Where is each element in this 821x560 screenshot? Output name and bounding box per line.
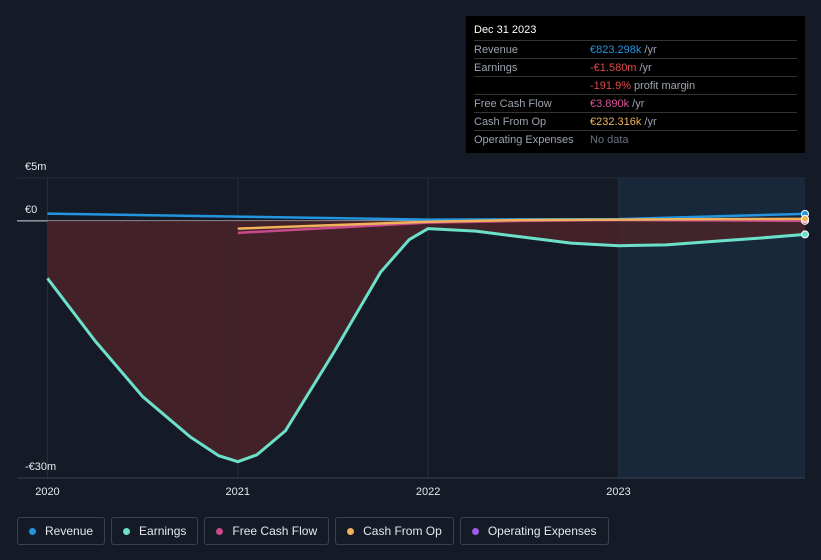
tooltip-value: -€1.580m (590, 61, 637, 74)
legend-label: Free Cash Flow (232, 524, 318, 538)
legend-dot (471, 527, 479, 535)
legend-label: Revenue (45, 524, 94, 538)
tooltip-rows: Revenue €823.298k/yr Earnings -€1.580m/yr -1… (474, 41, 797, 148)
tooltip-value: €823.298k (590, 43, 642, 56)
tooltip-unit: profit margin (633, 79, 696, 92)
legend-label: Operating Expenses (487, 524, 597, 538)
x-tick-label: 2023 (606, 486, 630, 498)
tooltip-row: Operating Expenses No data (474, 131, 797, 148)
legend: Revenue Earnings Free Cash Flow Cash From O… (17, 517, 609, 545)
legend-label: Cash From Op (363, 524, 442, 538)
tooltip-label: Operating Expenses (474, 133, 574, 146)
earnings-area (47, 220, 806, 462)
tooltip: Dec 31 2023 Revenue €823.298k/yr Earnings -… (466, 16, 805, 153)
legend-item[interactable]: Cash From Op (335, 517, 454, 545)
x-tick-label: 2022 (416, 486, 440, 498)
tooltip-label: Free Cash Flow (474, 97, 552, 110)
series-line (46, 227, 806, 464)
tooltip-value: No data (590, 133, 629, 146)
tooltip-row: Revenue €823.298k/yr (474, 41, 797, 59)
tooltip-row: Earnings -€1.580m/yr (474, 59, 797, 77)
legend-dot (216, 527, 224, 535)
legend-item[interactable]: Revenue (17, 517, 106, 545)
tooltip-row: Free Cash Flow €3.890k/yr (474, 95, 797, 113)
tooltip-unit: /yr (644, 43, 657, 56)
tooltip-row: -191.9% profit margin (474, 77, 797, 95)
x-tick-label: 2020 (35, 486, 59, 498)
tooltip-value: -191.9% (590, 79, 631, 92)
tooltip-unit: /yr (644, 115, 657, 128)
tooltip-label: Earnings (474, 61, 518, 74)
tooltip-label: Cash From Op (474, 115, 547, 128)
end-marker (801, 230, 809, 239)
legend-label: Earnings (139, 524, 187, 538)
x-tick-label: 2021 (226, 486, 250, 498)
tooltip-value: €3.890k (590, 97, 630, 110)
legend-item[interactable]: Earnings (111, 517, 199, 545)
y-tick-label: €0 (25, 204, 37, 216)
series-line (237, 217, 806, 230)
legend-dot (123, 527, 131, 535)
series-line (47, 212, 806, 221)
tooltip-value: €232.316k (590, 115, 642, 128)
y-tick-label: €5m (25, 161, 46, 173)
legend-dot (29, 527, 36, 535)
tooltip-label: Revenue (474, 43, 519, 56)
tooltip-unit: /yr (639, 61, 652, 74)
tooltip-unit: /yr (632, 97, 645, 110)
tooltip-title: Dec 31 2023 (474, 24, 797, 41)
end-marker (801, 214, 809, 223)
legend-dot (347, 527, 355, 535)
tooltip-row: Cash From Op €232.316k/yr (474, 113, 797, 131)
y-tick-label: -€30m (25, 461, 56, 473)
legend-item[interactable]: Operating Expenses (459, 517, 609, 545)
legend-item[interactable]: Free Cash Flow (204, 517, 330, 545)
